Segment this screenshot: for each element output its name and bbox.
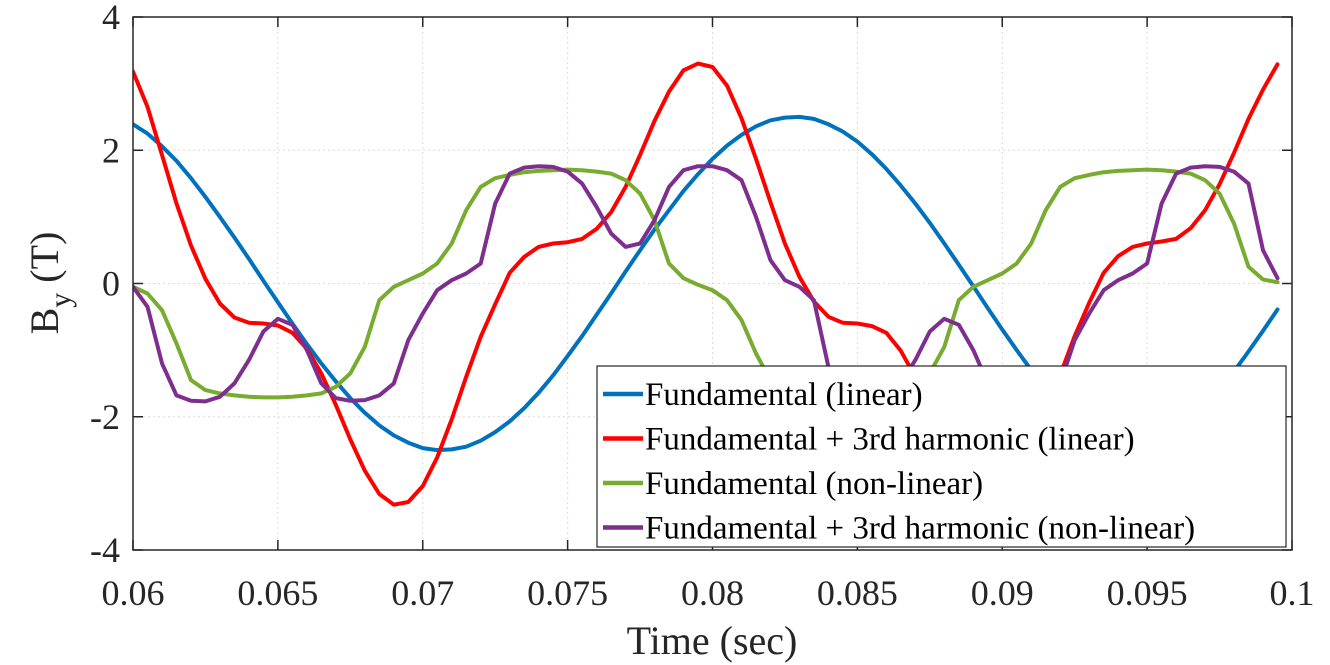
x-tick-label: 0.085	[817, 573, 898, 613]
legend: Fundamental (linear) Fundamental + 3rd ha…	[596, 365, 1287, 548]
y-tick-label: 4	[102, 0, 120, 37]
series-line-3	[133, 167, 1280, 400]
series-line-2	[133, 61, 1280, 507]
y-axis-label-rest: (T)	[22, 232, 67, 293]
x-tick-label: 0.095	[1107, 573, 1188, 613]
y-tick-label: 2	[102, 130, 120, 170]
x-axis-label: Time (sec)	[627, 618, 798, 663]
y-tick-label: 0	[102, 264, 120, 304]
y-tick-label: -2	[90, 397, 120, 437]
y-tick-labels: -4 -2 0 2 4	[90, 0, 120, 570]
y-axis-label-subscript: y	[44, 293, 77, 308]
y-tick-label: -4	[90, 530, 120, 570]
legend-label-3: Fundamental (non-linear)	[645, 466, 983, 502]
x-tick-label: 0.1	[1270, 573, 1315, 613]
legend-label-2: Fundamental + 3rd harmonic (linear)	[645, 422, 1135, 458]
legend-label-4: Fundamental + 3rd harmonic (non-linear)	[645, 511, 1195, 547]
x-tick-labels: 0.06 0.065 0.07 0.075 0.08 0.085 0.09 0.095 0.1	[102, 573, 1315, 613]
x-tick-label: 0.09	[971, 573, 1034, 613]
x-tick-label: 0.075	[527, 573, 608, 613]
x-tick-label: 0.07	[391, 573, 454, 613]
x-tick-label: 0.06	[102, 573, 165, 613]
y-axis-label: By (T)	[22, 232, 77, 335]
legend-box	[596, 365, 1287, 548]
series-line-4	[133, 164, 1280, 404]
x-tick-label: 0.08	[681, 573, 744, 613]
legend-label-1: Fundamental (linear)	[645, 377, 923, 413]
y-axis-label-base: B	[22, 308, 67, 335]
x-tick-label: 0.065	[237, 573, 318, 613]
